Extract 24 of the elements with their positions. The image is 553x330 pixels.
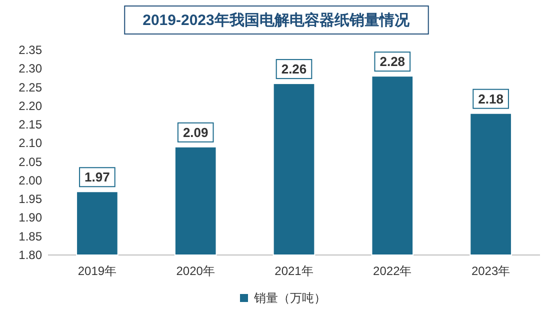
data-label: 2.09 [182, 124, 208, 140]
y-tick-label: 2.00 [18, 173, 42, 188]
y-tick-label: 1.85 [18, 229, 42, 244]
y-tick-label: 2.35 [18, 43, 42, 57]
x-tick-label: 2020年 [176, 264, 215, 278]
chart-title: 2019-2023年我国电解电容器纸销量情况 [142, 11, 410, 29]
data-label: 2.18 [478, 91, 504, 106]
y-tick-label: 1.90 [18, 210, 42, 225]
y-tick-label: 1.80 [18, 248, 42, 262]
y-tick-label: 2.10 [18, 136, 42, 150]
x-tick-label: 2023年 [471, 264, 510, 278]
x-tick-label: 2022年 [373, 264, 412, 278]
y-tick-label: 2.25 [18, 80, 42, 94]
y-tick-label: 1.95 [18, 192, 42, 206]
data-label: 2.28 [380, 54, 406, 70]
y-tick-label: 2.30 [18, 62, 42, 76]
x-tick-label: 2019年 [78, 264, 117, 278]
y-tick-label: 2.20 [18, 98, 42, 113]
y-tick-label: 2.05 [18, 154, 42, 169]
y-tick-label: 2.15 [18, 118, 42, 132]
x-tick-label: 2021年 [274, 264, 314, 278]
data-label: 1.97 [84, 170, 110, 185]
legend-label: 销量（万吨） [253, 291, 326, 305]
data-label: 2.26 [281, 62, 307, 77]
